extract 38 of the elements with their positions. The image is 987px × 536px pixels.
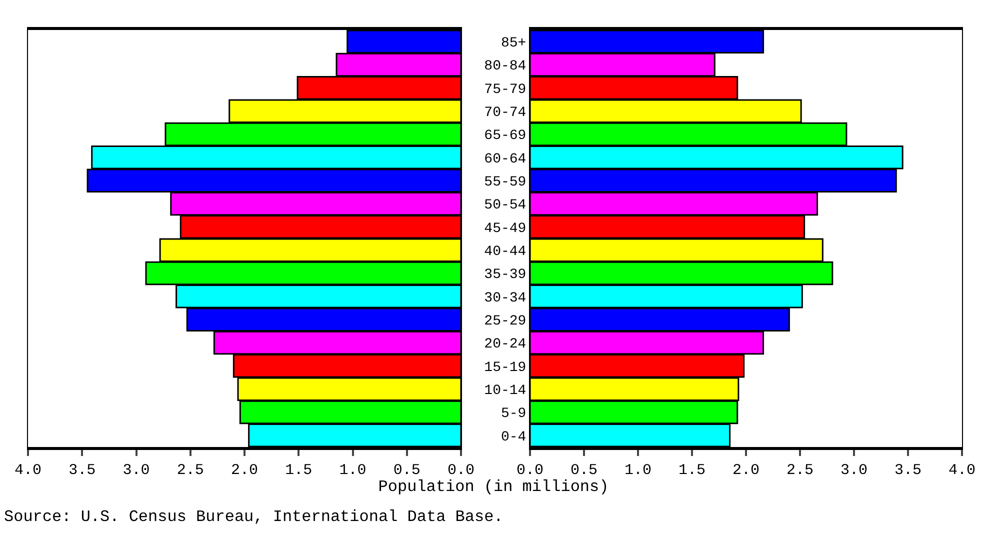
x-tick-label: 2.5: [176, 462, 204, 479]
x-tick-label: 4.0: [14, 462, 42, 479]
y-tick-label: 30-34: [484, 290, 526, 306]
x-tick-label: 0.0: [516, 462, 544, 479]
y-tick-label: 35-39: [484, 267, 526, 284]
y-tick-label: 65-69: [484, 128, 526, 144]
y-tick-label: 10-14: [484, 382, 526, 399]
y-tick-label: 45-49: [484, 220, 526, 237]
source-note: Source: U.S. Census Bureau, International Data Base.: [4, 508, 504, 526]
y-tick-label: 60-64: [484, 151, 526, 168]
y-tick-label: 0-4: [500, 429, 526, 446]
y-tick-label: 50-54: [484, 198, 526, 214]
x-tick-label: 1.5: [678, 462, 706, 479]
y-tick-label: 55-59: [484, 174, 526, 190]
y-tick-label: 25-29: [484, 313, 526, 330]
y-tick-label: 75-79: [484, 82, 526, 98]
x-tick-label: 2.5: [786, 462, 814, 479]
x-tick-label: 1.0: [624, 462, 652, 479]
x-tick-label: 0.0: [447, 462, 475, 479]
x-tick-label: 1.5: [285, 462, 312, 479]
y-tick-label: 5-9: [500, 406, 526, 422]
x-tick-label: 3.5: [894, 462, 922, 479]
x-tick-label: 2.0: [732, 462, 760, 479]
x-tick-label: 1.0: [339, 462, 366, 479]
x-tick-label: 3.0: [122, 462, 150, 479]
y-tick-label: 70-74: [484, 104, 526, 121]
x-tick-label: 4.0: [948, 462, 976, 479]
y-tick-label: 40-44: [484, 244, 526, 260]
x-tick-label: 0.5: [393, 462, 420, 479]
y-tick-label: 85+: [500, 35, 526, 52]
y-tick-label: 15-19: [484, 360, 526, 376]
y-tick-label: 20-24: [484, 336, 526, 353]
y-tick-label: 80-84: [484, 58, 526, 75]
x-tick-label: 3.5: [68, 462, 96, 479]
x-tick-label: 3.0: [840, 462, 868, 479]
x-axis-title: Population (in millions): [377, 478, 610, 496]
x-tick-label: 2.0: [230, 462, 258, 479]
x-tick-label: 0.5: [570, 462, 598, 479]
